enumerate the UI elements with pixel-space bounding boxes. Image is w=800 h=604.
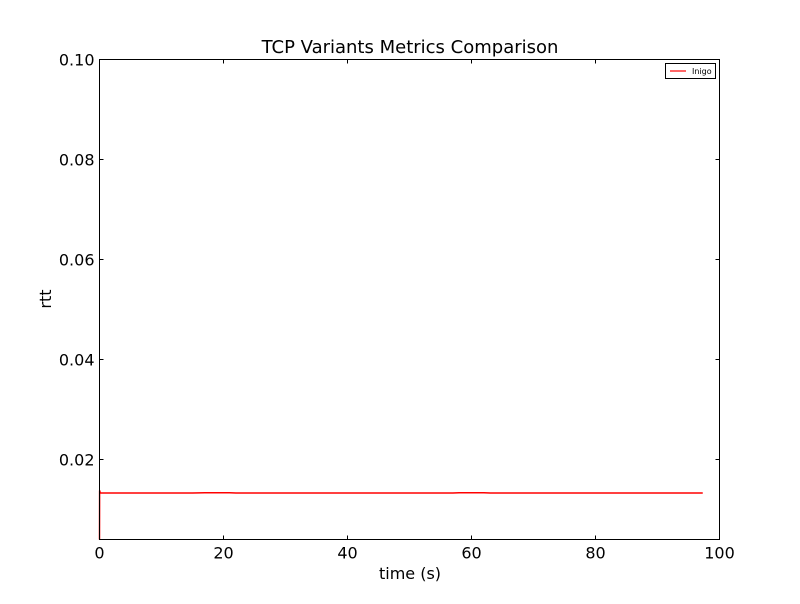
series-line-inigo: [98, 490, 703, 540]
legend: Inigo: [665, 63, 716, 79]
y-tick-label: 0.08: [59, 151, 95, 170]
legend-box: [665, 63, 716, 79]
x-tick-label: 100: [704, 544, 735, 563]
chart-title: TCP Variants Metrics Comparison: [261, 37, 559, 58]
plot-series: [98, 490, 703, 540]
y-tick-label: 0.10: [59, 51, 95, 70]
y-tick-label: 0.04: [59, 351, 95, 370]
y-tick-label: 0.06: [59, 251, 95, 270]
x-tick-label: 20: [213, 544, 233, 563]
axis-ticks: 0 20 40 60 80 100 0.02 0.04 0.06 0.08 0.10: [59, 51, 735, 563]
y-tick-label: 0.02: [59, 451, 95, 470]
x-axis-label: time (s): [379, 564, 441, 583]
x-tick-label: 60: [461, 544, 481, 563]
x-tick-label: 0: [94, 544, 104, 563]
x-tick-label: 40: [337, 544, 357, 563]
legend-label-inigo: Inigo: [692, 67, 712, 76]
x-tick-label: 80: [585, 544, 605, 563]
plot-frame: [99, 59, 720, 540]
y-axis-label: rtt: [36, 289, 55, 308]
